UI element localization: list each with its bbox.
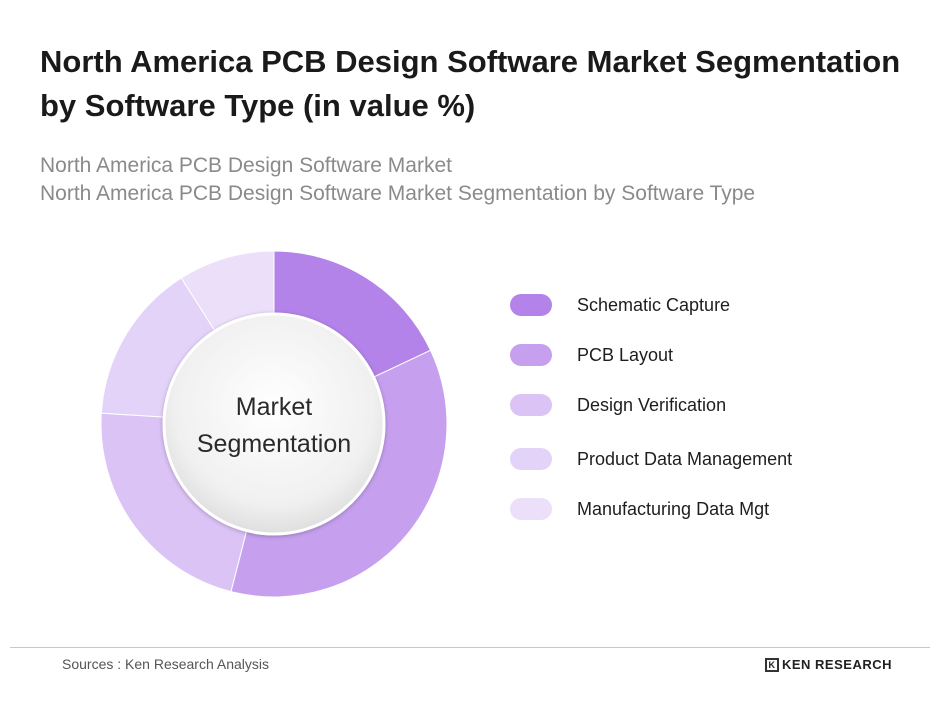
legend-label: Manufacturing Data Mgt [577,498,770,519]
legend-label: Schematic Capture [577,294,731,315]
legend-label: PCB Layout [577,344,674,365]
donut-center [162,312,386,536]
source-note: Sources : Ken Research Analysis [62,656,269,672]
legend-item: Design Verification [510,392,726,418]
center-label-line-1: Market [236,393,312,421]
legend-item: PCB Layout [510,342,673,368]
legend-item: Schematic Capture [510,292,730,318]
donut-slices [100,250,448,598]
legend-swatch [510,294,552,316]
legend-swatch [510,394,552,416]
subtitle-line-2: North America PCB Design Software Market… [40,182,756,205]
legend-label: Design Verification [577,394,727,415]
legend-swatch [510,344,552,366]
subtitle-line-1: North America PCB Design Software Market [40,154,452,177]
brand-icon: K [764,657,779,672]
chart-subtitle: North America PCB Design Software Market… [40,152,910,208]
legend-item: Product Data Management [510,446,792,472]
legend-swatch [510,498,552,520]
footer-divider [10,647,930,648]
legend-item: Manufacturing Data Mgt [510,496,769,522]
center-label-line-2: Segmentation [197,430,351,458]
legend-swatch [510,448,552,470]
brand-name: KEN RESEARCH [781,657,892,672]
chart-title: North America PCB Design Software Market… [40,44,901,123]
brand-logo: K KEN RESEARCH [764,657,892,672]
legend-label: Product Data Management [577,448,793,469]
